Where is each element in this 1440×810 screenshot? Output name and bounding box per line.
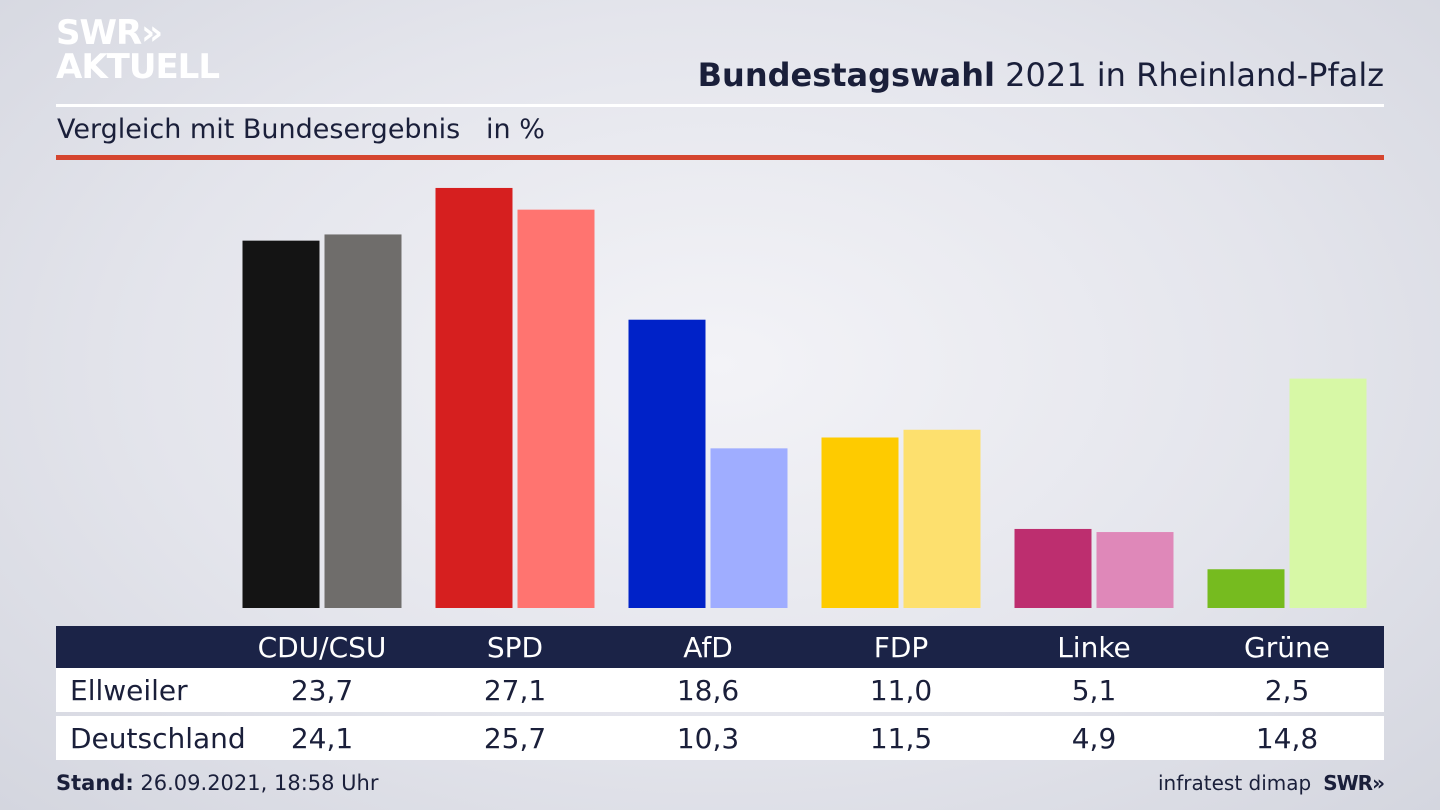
bar-deutschland-gr-ne — [1289, 378, 1367, 608]
logo-line-1: SWR» — [56, 13, 163, 53]
table-cell: 11,5 — [869, 721, 933, 755]
bar-deutschland-linke — [1096, 532, 1174, 608]
bar-chart — [242, 187, 1367, 608]
chart-subtitle: Vergleich mit Bundesergebnis in % — [57, 114, 545, 145]
column-header: SPD — [486, 630, 544, 664]
title-rest: 2021 in Rheinland-Pfalz — [995, 56, 1384, 94]
table-cell: 27,1 — [483, 673, 547, 707]
table-cell: 23,7 — [290, 673, 354, 707]
table-row: Deutschland 24,1 25,7 10,3 11,5 4,9 14,8 — [56, 716, 1384, 760]
row-label: Ellweiler — [70, 673, 188, 707]
bar-ellweiler-spd — [435, 187, 513, 608]
header-divider — [56, 104, 1384, 107]
title-bold: Bundestagswahl — [697, 56, 995, 94]
results-table: CDU/CSU SPD AfD FDP Linke Grüne Ellweiler 23,7… — [56, 626, 1384, 760]
table-cell: 18,6 — [676, 673, 740, 707]
source-text: infratest dimap — [1158, 771, 1312, 795]
column-header: Grüne — [1244, 630, 1330, 664]
bar-ellweiler-cdu-csu — [242, 240, 320, 608]
table-cell: 2,5 — [1264, 673, 1310, 707]
bar-deutschland-afd — [710, 448, 788, 608]
table-cell: 10,3 — [676, 721, 740, 755]
bar-deutschland-spd — [517, 209, 595, 608]
logo-line-2: AKTUELL — [56, 47, 220, 87]
accent-divider — [56, 155, 1384, 160]
stand-label: Stand: — [56, 771, 134, 795]
swr-footer-logo: SWR» — [1323, 771, 1385, 795]
table-cell: 24,1 — [290, 721, 354, 755]
table-cell: 11,0 — [869, 673, 933, 707]
table-row: Ellweiler 23,7 27,1 18,6 11,0 5,1 2,5 — [56, 668, 1384, 712]
column-header: FDP — [873, 630, 929, 664]
page-title: Bundestagswahl 2021 in Rheinland-Pfalz — [698, 56, 1384, 94]
table-cell: 14,8 — [1255, 721, 1319, 755]
column-header: AfD — [683, 630, 733, 664]
bar-deutschland-cdu-csu — [324, 234, 402, 608]
source-credit: infratest dimap SWR» — [1158, 771, 1385, 795]
table-header-row: CDU/CSU SPD AfD FDP Linke Grüne — [56, 626, 1384, 668]
column-header: Linke — [1057, 630, 1131, 664]
column-header: CDU/CSU — [257, 630, 387, 664]
timestamp: Stand: 26.09.2021, 18:58 Uhr — [56, 771, 379, 795]
table-cell: 25,7 — [483, 721, 547, 755]
table-body: Ellweiler 23,7 27,1 18,6 11,0 5,1 2,5 Deutschla… — [56, 668, 1384, 760]
table-cell: 4,9 — [1071, 721, 1117, 755]
row-label: Deutschland — [70, 721, 246, 755]
bar-ellweiler-fdp — [821, 437, 899, 608]
swr-aktuell-logo: SWR» AKTUELL — [56, 13, 220, 87]
bar-ellweiler-afd — [628, 319, 706, 608]
table-cell: 5,1 — [1071, 673, 1117, 707]
bar-ellweiler-linke — [1014, 528, 1092, 608]
bar-deutschland-fdp — [903, 429, 981, 608]
bar-ellweiler-gr-ne — [1207, 569, 1285, 608]
stand-value: 26.09.2021, 18:58 Uhr — [133, 771, 379, 795]
